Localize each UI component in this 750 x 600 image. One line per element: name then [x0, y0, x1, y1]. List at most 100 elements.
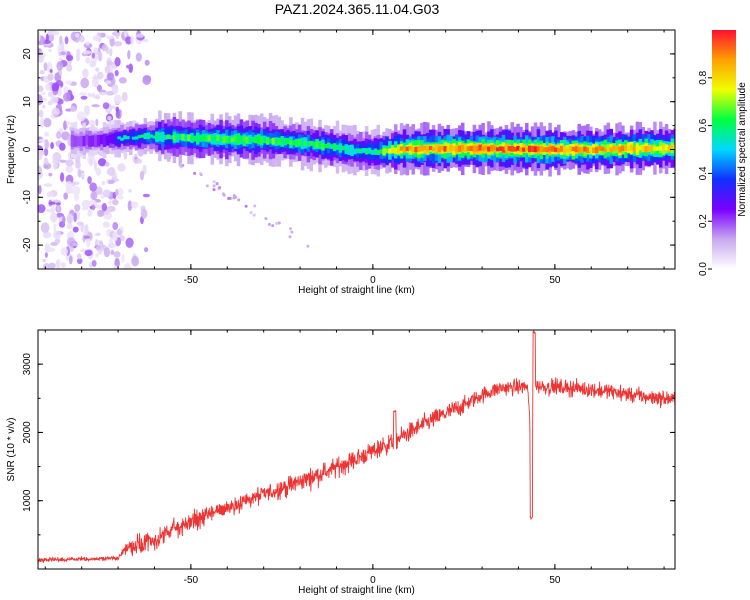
ridge-cell	[91, 135, 95, 147]
ridge-cell	[396, 147, 401, 154]
noise-speckle	[94, 94, 101, 100]
noise-speckle	[112, 231, 118, 242]
ridge-cell	[641, 145, 646, 153]
ridge-cell	[653, 146, 657, 151]
noise-speckle	[115, 109, 120, 119]
branch-speckle	[288, 227, 292, 231]
x-tick-label: -50	[184, 275, 199, 286]
branch-speckle	[212, 180, 216, 184]
noise-speckle	[87, 209, 93, 217]
noise-speckle	[84, 105, 90, 116]
snr-y-ticks: 1000 2000 3000	[22, 329, 675, 536]
ridge-cell	[99, 134, 104, 145]
noise-speckle	[48, 262, 56, 269]
noise-speckle	[125, 237, 134, 248]
noise-speckle	[117, 163, 126, 172]
ridge-cell	[475, 145, 480, 152]
ridge-cell	[166, 134, 171, 139]
noise-speckle	[50, 93, 55, 97]
ridge-cell	[530, 145, 535, 153]
ridge-cell	[300, 140, 305, 148]
noise-speckle	[87, 93, 95, 97]
noise-speckle	[107, 115, 112, 121]
noise-speckle	[91, 52, 96, 59]
noise-speckle	[101, 44, 108, 52]
noise-speckle	[102, 221, 110, 229]
noise-speckle	[40, 91, 46, 96]
noise-speckle	[84, 249, 93, 257]
noise-speckle	[109, 166, 115, 175]
noise-speckle	[66, 222, 73, 230]
colorbar-tick-label: 0.6	[698, 118, 709, 132]
ridge-cell	[117, 134, 121, 145]
noise-speckle	[97, 209, 105, 217]
noise-speckle	[64, 36, 69, 45]
ridge-cell	[385, 148, 389, 154]
noise-speckle	[105, 90, 115, 96]
branch-speckle	[271, 224, 275, 228]
noise-speckle	[73, 121, 78, 126]
noise-speckle	[89, 182, 98, 192]
noise-speckle	[44, 164, 49, 169]
ridge-cell	[414, 147, 418, 153]
ridge-cell	[449, 145, 453, 151]
noise-speckle	[81, 199, 91, 209]
ridge-cell	[82, 135, 86, 147]
noise-speckle	[43, 147, 49, 157]
noise-speckle	[112, 30, 121, 37]
ridge-cell	[143, 133, 148, 139]
ridge-cell	[286, 137, 290, 145]
noise-speckle	[40, 117, 44, 129]
heatmap-cells	[38, 30, 675, 269]
noise-speckle	[112, 84, 119, 95]
ridge-cell	[609, 147, 613, 153]
ridge-cell	[117, 136, 121, 140]
noise-speckle	[136, 33, 145, 38]
ridge-cell	[565, 147, 570, 153]
noise-speckle	[59, 172, 65, 183]
noise-speckle	[113, 41, 123, 47]
colorbar-gradient	[712, 30, 736, 269]
noise-speckle	[65, 80, 72, 85]
noise-speckle	[60, 51, 66, 56]
noise-speckle	[38, 94, 43, 106]
y-tick-label: 0	[22, 146, 33, 152]
noise-speckle	[43, 62, 48, 72]
noise-speckle	[76, 221, 84, 226]
ridge-cell	[178, 133, 183, 141]
ridge-cell	[257, 135, 261, 143]
ridge-cell	[437, 146, 442, 153]
ridge-cell	[583, 146, 587, 152]
noise-speckle	[48, 172, 53, 177]
ridge-cell	[324, 143, 328, 149]
noise-speckle	[38, 185, 42, 195]
ridge-cell	[650, 145, 654, 150]
noise-speckle	[107, 179, 115, 185]
ridge-cell	[559, 145, 564, 152]
noise-speckle	[115, 106, 119, 112]
noise-speckle	[54, 238, 61, 244]
ridge-cell	[420, 145, 424, 152]
ridge-cell	[446, 146, 450, 153]
branch-speckle	[288, 235, 292, 239]
ridge-cell	[493, 145, 497, 150]
ridge-cell	[426, 146, 430, 152]
noise-speckle	[47, 73, 54, 81]
noise-speckle	[89, 60, 97, 68]
ridge-cell	[411, 146, 415, 153]
ridge-cell	[417, 145, 421, 152]
noise-speckle	[127, 200, 133, 212]
noise-speckle	[38, 204, 46, 214]
noise-speckle	[95, 253, 99, 258]
noise-speckle	[144, 247, 149, 253]
noise-speckle	[85, 57, 91, 64]
ridge-cell	[516, 145, 520, 151]
ridge-cell	[152, 135, 156, 139]
noise-speckle	[113, 94, 122, 105]
ridge-cell	[129, 132, 133, 141]
ridge-cell	[466, 146, 471, 152]
noise-speckle	[42, 104, 46, 109]
noise-speckle	[82, 50, 92, 55]
ridge-cell	[233, 135, 238, 142]
spectrogram-x-axis-label: Height of straight line (km)	[298, 285, 415, 296]
